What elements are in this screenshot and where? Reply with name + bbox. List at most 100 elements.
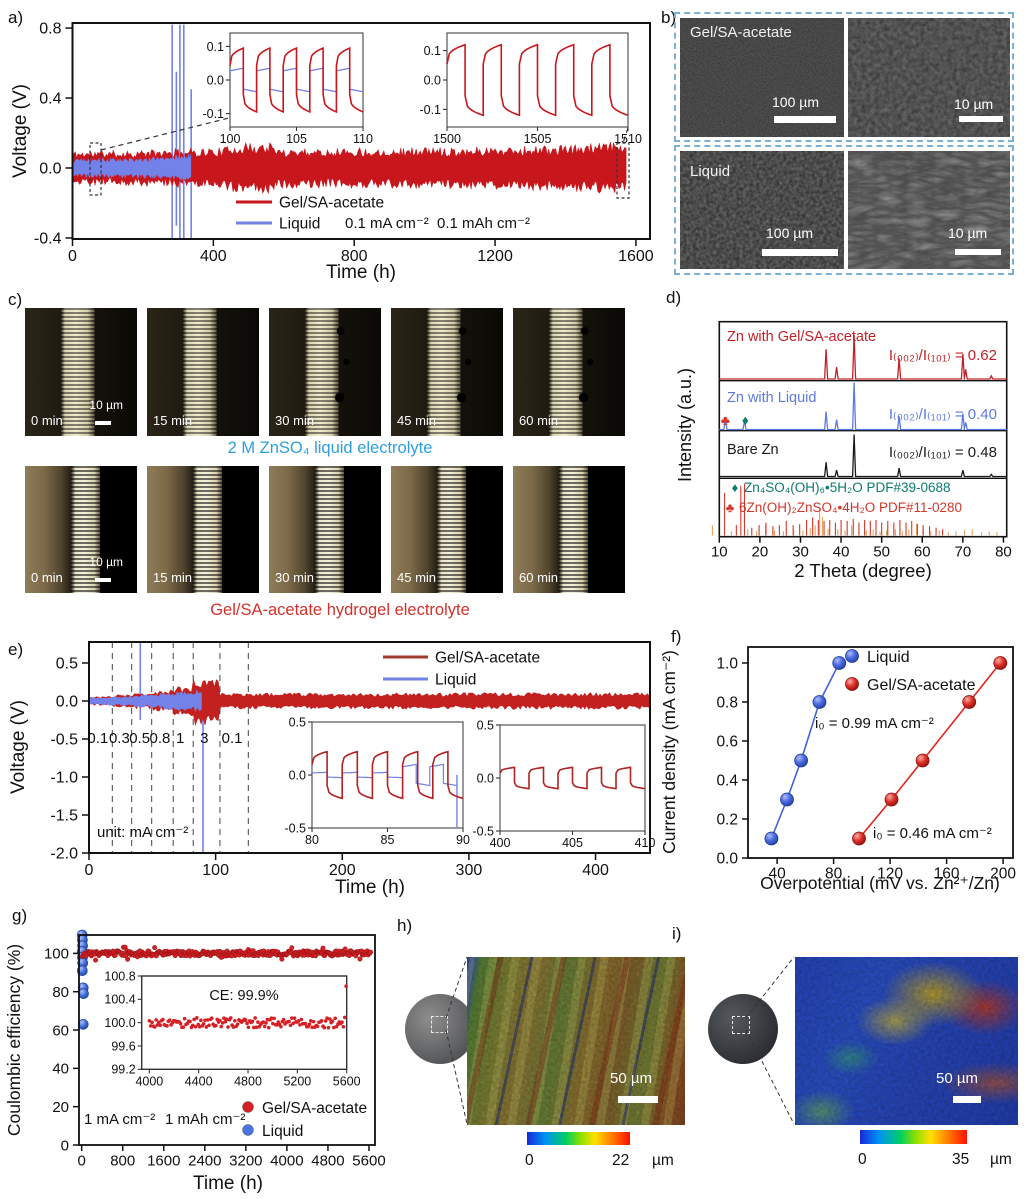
- inset-ce-point: [311, 1019, 316, 1024]
- inset-ce-point: [158, 1023, 163, 1028]
- scalebar: [95, 421, 111, 425]
- legend-marker: [845, 677, 859, 691]
- zoom-region-box: [89, 142, 102, 196]
- time-label: 45 min: [397, 570, 437, 585]
- time-label: 15 min: [153, 413, 193, 428]
- y-tick-label: 0.0: [56, 694, 78, 711]
- chart-a-symmetric-cell-cycling: 0 400 800 1200 1600 -0.4 0.0 0.4 0.8 Time (h) Volt…: [10, 21, 654, 283]
- legend-label: Liquid: [279, 216, 320, 233]
- inset-y-tick-label: -0.5: [472, 824, 494, 838]
- optical-image-liquid-15min: 15 min: [147, 308, 259, 436]
- inset-x-tick-label: 110: [353, 132, 373, 146]
- inset-ce-point: [310, 1025, 314, 1030]
- inset-ce-point: [197, 1024, 202, 1029]
- x-tick-label: 20: [752, 544, 769, 561]
- inset-ce-point: [291, 1021, 295, 1026]
- scalebar-label: 10 µm: [954, 96, 994, 112]
- inset-y-tick-label: 0.0: [207, 73, 224, 87]
- x-tick-label: 80: [825, 866, 843, 883]
- inset-ce-point: [204, 1025, 209, 1029]
- x-tick-label: 70: [955, 544, 972, 561]
- inset-ce-point: [152, 1025, 157, 1029]
- time-label: 0 min: [31, 570, 63, 585]
- x-tick-label: 800: [341, 248, 368, 265]
- inset-ce-point: [340, 1020, 344, 1025]
- inset-ce-point: [154, 1018, 158, 1022]
- height-colorbar-h: [527, 1132, 630, 1145]
- y-tick-label: 0.2: [716, 811, 738, 828]
- x-tick-label: 1600: [618, 248, 654, 265]
- inset-ce-point: [253, 1016, 257, 1020]
- y-tick-label: 80: [52, 984, 69, 1001]
- ratio-label: I₍₀₀₂₎/I₍₁₀₁₎ = 0.62: [889, 347, 997, 364]
- inset-ce-point: [205, 1018, 210, 1022]
- panel-label-a: a): [8, 8, 24, 27]
- inset-ce-point: [342, 1015, 347, 1020]
- inset-ce-point: [332, 1025, 336, 1030]
- gel-ce-point: [152, 945, 158, 951]
- optical-image-gel-30min: 30 min: [269, 466, 381, 593]
- y-tick-label: 0.0: [39, 161, 61, 178]
- phase-marker: ♣: [721, 412, 730, 428]
- y-tick-label: 0.8: [39, 21, 61, 38]
- inset-ce-point: [214, 1023, 218, 1028]
- inset-x-tick-label: 80: [305, 833, 319, 847]
- liquid-ce-point: [78, 988, 89, 999]
- scalebar-label: 100 µm: [766, 225, 813, 241]
- inset-x-tick-label: 1500: [433, 132, 461, 146]
- optical-image-liquid-30min: 30 min: [269, 308, 381, 436]
- data-point: [812, 695, 827, 709]
- x-tick-label: 400: [200, 248, 227, 265]
- xrd-trace: [719, 382, 1007, 431]
- zoom-region-box: [732, 1016, 750, 1034]
- inset-ce-point: [246, 1025, 251, 1030]
- x-tick-label: 80: [995, 544, 1012, 561]
- data-point: [832, 656, 847, 670]
- inset-x-tick-label: 405: [562, 836, 583, 850]
- time-label: 0 min: [31, 413, 63, 428]
- inset-ce-point: [323, 1019, 328, 1023]
- inset-x-tick-label: 410: [635, 836, 656, 850]
- inset-ce-point: [281, 1017, 286, 1022]
- rate-label: 3: [200, 730, 208, 747]
- inset-ce-point: [326, 1025, 331, 1030]
- inset-y-tick-label: 99.2: [111, 1063, 135, 1077]
- optical-image-gel-45min: 45 min: [391, 466, 503, 593]
- time-label: 30 min: [275, 413, 315, 428]
- xrd-trace: [719, 334, 1007, 380]
- sem-label-liquid: Liquid: [690, 163, 731, 180]
- inset-x-tick-label: 400: [490, 836, 511, 850]
- inset-ce-point: [167, 1018, 172, 1022]
- inset-ce-point: [261, 1020, 266, 1024]
- inset-ce-point: [272, 1016, 276, 1021]
- capacity-annotation: 0.1 mAh cm⁻²: [437, 215, 530, 232]
- inset-ce-point: [266, 1025, 271, 1030]
- y-tick-label: 0.6: [716, 733, 738, 750]
- inset-ce-point: [181, 1025, 186, 1030]
- x-tick-label: 30: [792, 544, 809, 561]
- zn-electrode-coin-liquid: [708, 994, 778, 1064]
- inset-ce-point: [157, 1020, 161, 1024]
- ce-value-label: CE: 99.9%: [209, 988, 278, 1004]
- x-tick-label: 0: [77, 1152, 85, 1169]
- colorbar-max-label: 22: [612, 1152, 630, 1169]
- map-noise: [795, 957, 1018, 1125]
- rate-label: 0.1: [222, 730, 243, 747]
- scalebar: [953, 1096, 981, 1103]
- x-tick-label: 300: [456, 862, 483, 879]
- inset-ce-point: [288, 1023, 293, 1028]
- rate-label: 0.1: [87, 730, 108, 747]
- phase-marker: ♦: [742, 412, 749, 428]
- inset-ce-point: [188, 1019, 192, 1024]
- inset-ce-point: [271, 1021, 275, 1026]
- rate-label: 0.5: [129, 730, 150, 747]
- x-tick-label: 800: [110, 1152, 135, 1169]
- inset-ce-point: [341, 1024, 346, 1029]
- inset-ce-point: [309, 1019, 313, 1023]
- inset-ce-point: [250, 1019, 255, 1024]
- current-density-annotation: 1 mA cm⁻²: [84, 1111, 155, 1128]
- x-tick-label: 40: [833, 544, 850, 561]
- inset-ce-point: [222, 1016, 226, 1021]
- y-tick-label: 0.8: [716, 694, 738, 711]
- y-axis-label: Current density (mA cm⁻²): [659, 650, 679, 854]
